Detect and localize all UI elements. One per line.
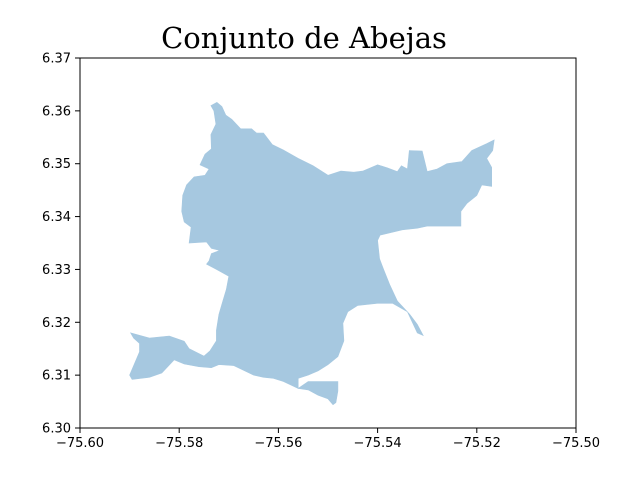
y-tick-label: 6.36 [42,104,71,119]
x-tick-label: −75.54 [354,436,402,451]
y-tick-label: 6.37 [42,52,71,67]
municipality-region [129,102,495,406]
x-tick-label: −75.58 [155,436,203,451]
x-tick-label: −75.50 [552,436,600,451]
y-tick-label: 6.34 [42,210,71,225]
x-axis: −75.60 −75.58 −75.56 −75.54 −75.52 −75.50 [56,428,600,451]
y-axis: 6.30 6.31 6.32 6.33 6.34 6.35 6.36 6.37 [42,52,80,437]
plot-area [79,57,577,429]
x-tick-label: −75.52 [453,436,501,451]
y-tick-label: 6.35 [42,157,71,172]
y-tick-label: 6.30 [42,422,71,437]
y-tick-label: 6.31 [42,369,71,384]
y-tick-label: 6.32 [42,316,71,331]
axes-frame [79,57,577,429]
x-tick-label: −75.56 [254,436,302,451]
chart-title: Conjunto de Abejas [161,21,447,55]
x-tick-label: −75.60 [56,436,104,451]
y-tick-label: 6.33 [42,263,71,278]
